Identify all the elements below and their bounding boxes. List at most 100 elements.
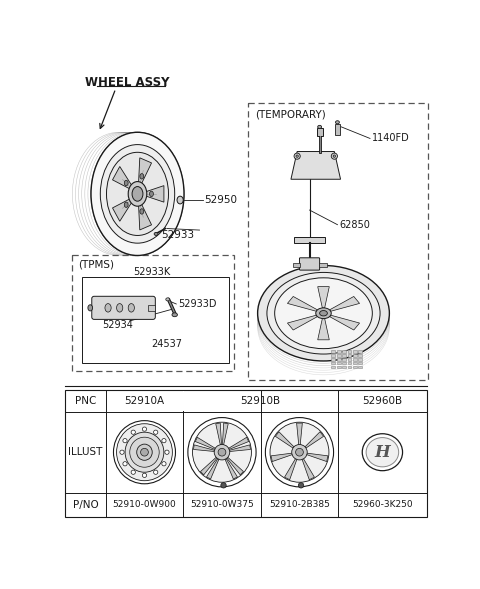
Ellipse shape	[366, 438, 399, 467]
Polygon shape	[139, 158, 152, 184]
Ellipse shape	[107, 153, 168, 236]
Ellipse shape	[154, 470, 158, 474]
Ellipse shape	[128, 303, 134, 312]
Ellipse shape	[123, 462, 127, 466]
Bar	[336, 350, 340, 353]
Bar	[336, 358, 340, 360]
Polygon shape	[288, 296, 317, 311]
Text: 52933: 52933	[161, 230, 194, 240]
Polygon shape	[222, 423, 228, 445]
Text: (TPMS): (TPMS)	[78, 260, 114, 270]
Text: 52933K: 52933K	[133, 267, 171, 277]
Ellipse shape	[267, 273, 380, 354]
Text: 52910-0W900: 52910-0W900	[113, 501, 176, 509]
Polygon shape	[318, 319, 329, 340]
Ellipse shape	[214, 445, 230, 460]
Polygon shape	[139, 203, 152, 230]
Ellipse shape	[131, 470, 135, 474]
Polygon shape	[306, 453, 328, 462]
Bar	[353, 358, 357, 360]
Text: 52910A: 52910A	[124, 396, 165, 406]
Ellipse shape	[218, 448, 226, 456]
Polygon shape	[201, 457, 217, 475]
Bar	[348, 354, 351, 357]
Text: P/NO: P/NO	[72, 500, 98, 510]
Bar	[248, 103, 428, 380]
Polygon shape	[297, 423, 302, 445]
Ellipse shape	[318, 125, 322, 128]
Bar	[316, 128, 323, 136]
Ellipse shape	[177, 196, 183, 204]
Ellipse shape	[100, 145, 175, 243]
Polygon shape	[330, 296, 360, 311]
Bar	[359, 362, 362, 365]
Ellipse shape	[296, 155, 298, 157]
Ellipse shape	[336, 121, 339, 124]
Ellipse shape	[270, 422, 329, 482]
Polygon shape	[112, 167, 132, 189]
Bar	[342, 362, 346, 365]
Polygon shape	[302, 458, 314, 479]
Bar	[292, 263, 300, 267]
Bar	[148, 305, 155, 311]
Ellipse shape	[88, 305, 93, 311]
Bar	[353, 354, 357, 357]
Ellipse shape	[117, 423, 172, 481]
Bar	[348, 366, 351, 368]
Ellipse shape	[120, 450, 124, 454]
Circle shape	[331, 153, 337, 159]
Ellipse shape	[131, 430, 135, 434]
Ellipse shape	[154, 430, 158, 434]
Polygon shape	[195, 437, 216, 449]
Polygon shape	[216, 423, 221, 445]
Ellipse shape	[162, 462, 166, 466]
Polygon shape	[112, 198, 132, 221]
Bar	[359, 354, 362, 357]
Polygon shape	[271, 453, 293, 462]
Polygon shape	[288, 315, 317, 330]
Polygon shape	[291, 151, 340, 179]
Ellipse shape	[265, 418, 334, 487]
Ellipse shape	[105, 303, 111, 312]
Ellipse shape	[292, 445, 307, 460]
Ellipse shape	[140, 174, 144, 179]
Bar	[359, 366, 362, 368]
Polygon shape	[228, 437, 249, 449]
Ellipse shape	[143, 473, 146, 478]
Ellipse shape	[320, 310, 327, 316]
Bar	[348, 350, 351, 353]
Ellipse shape	[130, 437, 159, 467]
Ellipse shape	[124, 180, 128, 186]
Text: ILLUST: ILLUST	[68, 447, 103, 457]
Bar	[331, 362, 335, 365]
Ellipse shape	[132, 187, 143, 201]
Ellipse shape	[91, 133, 184, 256]
Bar	[335, 124, 340, 135]
Ellipse shape	[113, 421, 176, 484]
Text: 52910-2B385: 52910-2B385	[269, 501, 330, 509]
Bar	[336, 354, 340, 357]
Bar	[342, 366, 346, 368]
Polygon shape	[225, 459, 238, 479]
Bar	[342, 350, 346, 353]
Bar	[336, 366, 340, 368]
Ellipse shape	[258, 266, 389, 361]
Ellipse shape	[162, 439, 166, 443]
Ellipse shape	[128, 181, 147, 206]
Polygon shape	[206, 459, 219, 479]
Ellipse shape	[165, 450, 169, 454]
Ellipse shape	[333, 155, 336, 157]
Polygon shape	[229, 445, 251, 452]
Bar	[82, 277, 229, 363]
Text: 1140FD: 1140FD	[372, 134, 409, 144]
Bar	[353, 366, 357, 368]
Bar	[348, 358, 351, 360]
Circle shape	[294, 153, 300, 159]
Bar	[348, 362, 351, 365]
Polygon shape	[193, 445, 215, 452]
Ellipse shape	[166, 298, 169, 301]
Bar	[359, 358, 362, 360]
Bar	[65, 391, 427, 517]
FancyBboxPatch shape	[300, 258, 320, 270]
Ellipse shape	[316, 308, 331, 319]
